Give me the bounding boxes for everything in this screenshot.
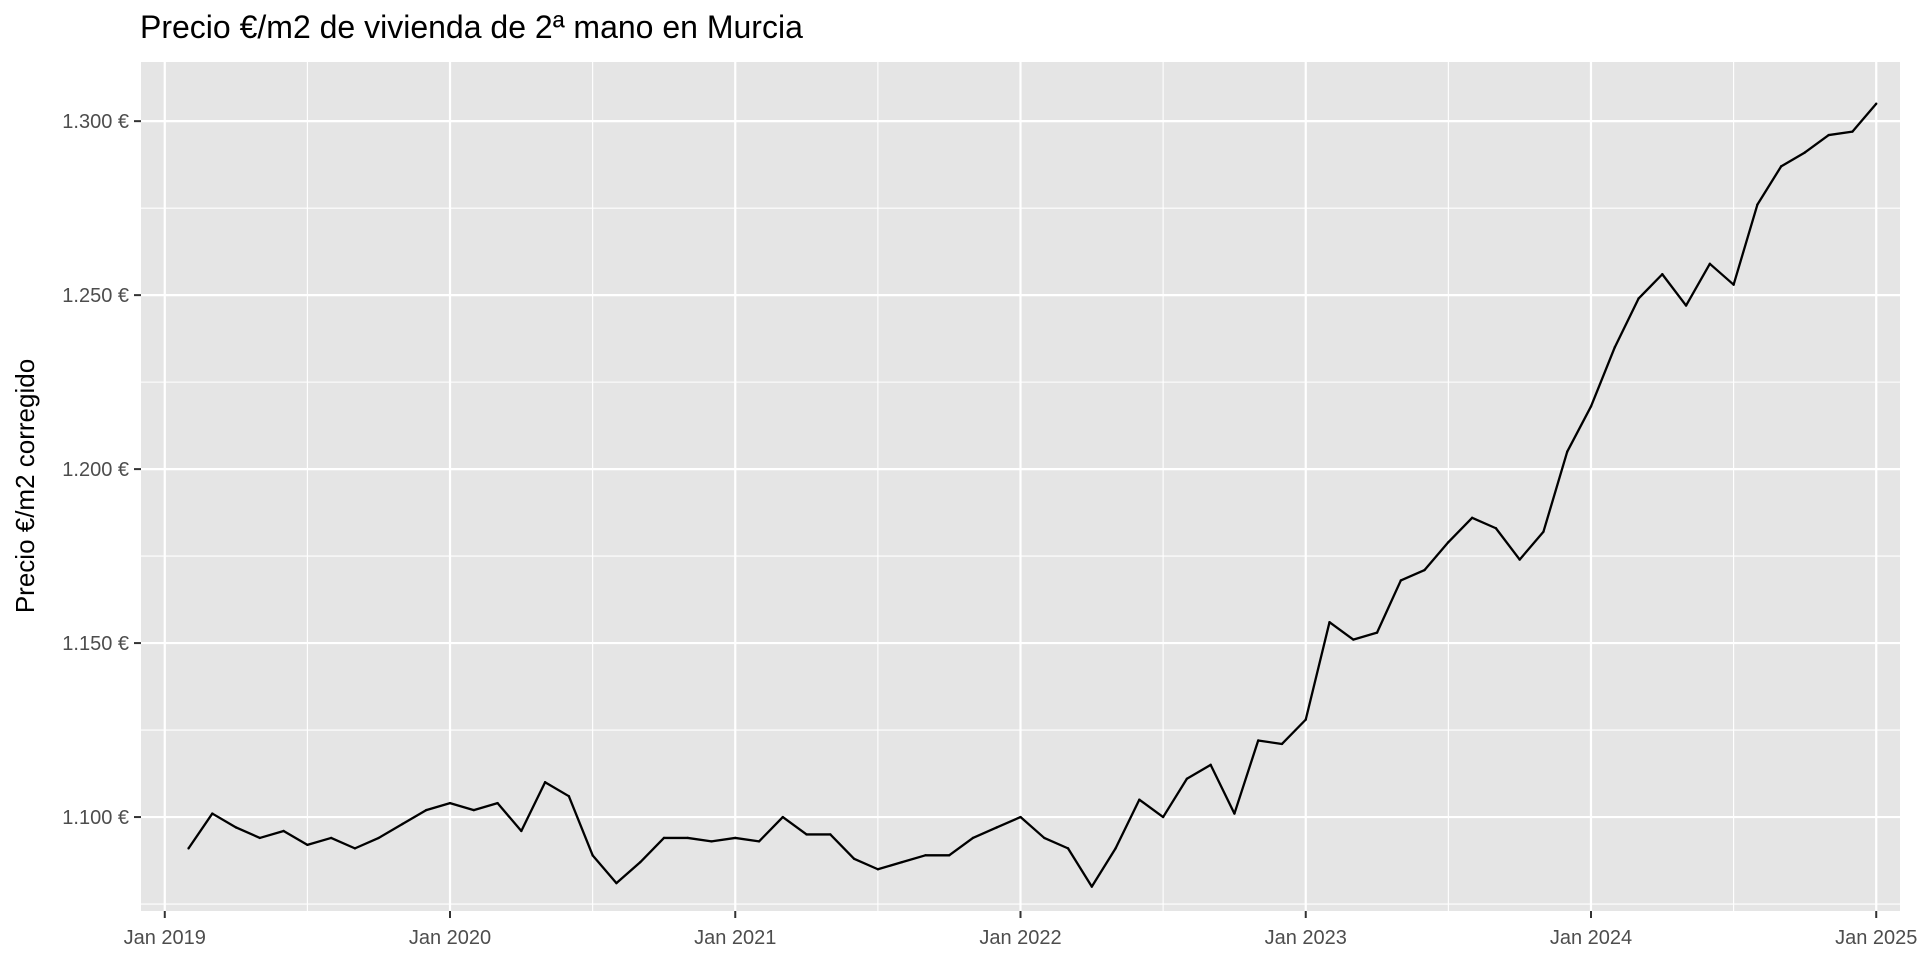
data-point xyxy=(900,861,903,864)
data-point xyxy=(377,836,380,840)
x-tick-label: Jan 2025 xyxy=(1835,927,1917,949)
x-tick-label: Jan 2020 xyxy=(409,927,491,949)
data-point xyxy=(710,840,713,843)
data-point xyxy=(1803,151,1807,154)
data-point xyxy=(1779,165,1783,168)
x-tick-label: Jan 2022 xyxy=(979,927,1061,949)
data-point xyxy=(1233,812,1236,815)
data-point xyxy=(520,829,523,833)
data-point xyxy=(353,847,357,850)
data-point xyxy=(1280,742,1284,746)
data-point xyxy=(1209,763,1212,767)
data-point xyxy=(615,881,618,885)
data-point xyxy=(638,861,642,864)
data-point xyxy=(757,840,761,843)
data-point xyxy=(781,815,784,819)
data-point xyxy=(1708,262,1712,266)
data-point xyxy=(971,836,975,840)
data-point xyxy=(1589,405,1593,408)
data-point xyxy=(876,868,880,871)
data-point xyxy=(1470,516,1474,520)
y-tick-label: 1.250 € xyxy=(62,285,129,307)
y-tick-label: 1.100 € xyxy=(62,807,129,829)
data-point xyxy=(211,812,214,815)
data-point xyxy=(1352,638,1355,641)
data-point xyxy=(1257,739,1260,742)
data-point xyxy=(924,854,927,857)
data-point xyxy=(734,836,737,840)
data-point xyxy=(1161,815,1165,819)
data-point xyxy=(829,833,832,836)
data-point xyxy=(1851,130,1854,133)
x-tick-label: Jan 2021 xyxy=(694,927,776,949)
major-gridlines xyxy=(141,62,1900,911)
data-point xyxy=(1756,203,1759,206)
data-point xyxy=(187,847,190,850)
x-tick-label: Jan 2023 xyxy=(1265,927,1347,949)
data-point xyxy=(496,801,499,805)
data-point xyxy=(1732,283,1735,286)
y-axis: 1.100 € 1.150 € 1.200 € 1.250 € 1.300 € xyxy=(62,111,141,829)
data-point xyxy=(1661,273,1664,276)
y-tick-label: 1.150 € xyxy=(62,633,129,655)
y-tick-label: 1.200 € xyxy=(62,459,129,481)
data-point xyxy=(1328,621,1331,624)
data-point xyxy=(448,801,452,805)
data-point xyxy=(1066,847,1070,850)
data-point xyxy=(1566,450,1569,453)
data-point xyxy=(543,781,547,784)
data-point xyxy=(234,826,238,829)
data-point xyxy=(401,822,404,826)
data-point xyxy=(567,794,571,798)
data-point xyxy=(1090,885,1094,888)
data-point xyxy=(591,854,594,857)
data-point xyxy=(1304,718,1307,721)
x-tick-label: Jan 2019 xyxy=(124,927,206,949)
data-point xyxy=(1827,133,1830,137)
data-point xyxy=(852,857,856,861)
data-point xyxy=(306,843,309,847)
series-layer xyxy=(187,102,1878,888)
data-point xyxy=(947,854,951,857)
data-point xyxy=(1494,527,1498,530)
data-point xyxy=(425,808,428,812)
x-axis: Jan 2019 Jan 2020 Jan 2021 Jan 2022 Jan 2023… xyxy=(124,911,1917,949)
data-point xyxy=(995,826,998,829)
series-line xyxy=(187,103,1878,888)
data-point xyxy=(472,808,475,812)
x-tick-label: Jan 2024 xyxy=(1550,927,1632,949)
data-point xyxy=(282,829,285,833)
data-point xyxy=(1518,558,1521,561)
data-point xyxy=(329,836,333,840)
data-point xyxy=(662,836,666,840)
data-point xyxy=(1185,777,1189,780)
data-point xyxy=(1399,579,1403,582)
data-point xyxy=(1114,847,1117,850)
data-point xyxy=(1542,530,1545,533)
data-point xyxy=(1684,304,1688,307)
data-point xyxy=(1019,815,1022,819)
data-point xyxy=(805,833,808,836)
y-axis-label: Precio €/m2 corregido xyxy=(10,359,40,613)
data-point xyxy=(1613,346,1616,349)
chart-title: Precio €/m2 de vivienda de 2ª mano en Mu… xyxy=(140,9,803,45)
data-point xyxy=(1043,836,1046,840)
data-point xyxy=(1423,568,1426,572)
data-point xyxy=(1447,540,1450,544)
data-point xyxy=(1138,798,1141,801)
data-point xyxy=(1875,102,1878,105)
data-point xyxy=(1375,631,1379,634)
data-point xyxy=(1637,297,1640,300)
y-tick-label: 1.300 € xyxy=(62,111,129,133)
data-point xyxy=(686,836,689,840)
data-point xyxy=(258,836,262,840)
